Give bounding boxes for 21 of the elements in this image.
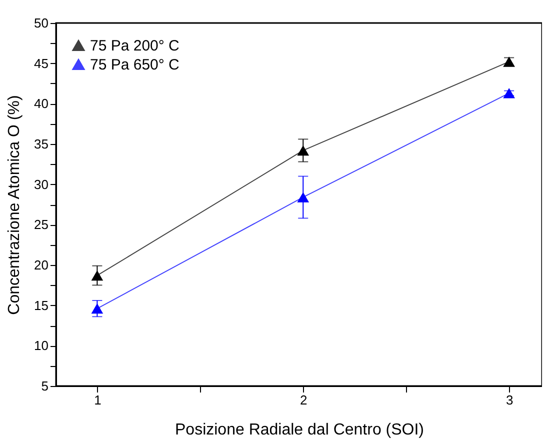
y-tick-label: 20 xyxy=(34,258,48,272)
y-tick-label: 30 xyxy=(34,176,48,192)
legend-label: 75 Pa 650° C xyxy=(90,56,180,74)
x-axis-title: Posizione Radiale dal Centro (SOI) xyxy=(174,422,424,438)
y-tick-label: 35 xyxy=(34,136,48,152)
y-tick-label: 5 xyxy=(41,378,48,394)
point xyxy=(297,145,310,156)
point xyxy=(297,192,310,202)
y-tick-label: 40 xyxy=(34,96,48,112)
x-tick-label: 1 xyxy=(94,392,102,408)
legend-label: 75 Pa 200° C xyxy=(90,38,180,54)
point xyxy=(91,270,104,281)
y-tick-label: 45 xyxy=(34,56,48,71)
point xyxy=(91,303,104,314)
y-tick-label: 50 xyxy=(34,16,48,30)
x-tick-label: 2 xyxy=(300,392,308,408)
y-tick-label: 25 xyxy=(34,217,48,232)
y-tick-label: 15 xyxy=(34,298,48,313)
y-axis-title: Concentrazione Atomica O (%) xyxy=(6,95,24,315)
x-tick-label: 3 xyxy=(506,392,514,408)
y-tick-label: 10 xyxy=(34,338,48,354)
